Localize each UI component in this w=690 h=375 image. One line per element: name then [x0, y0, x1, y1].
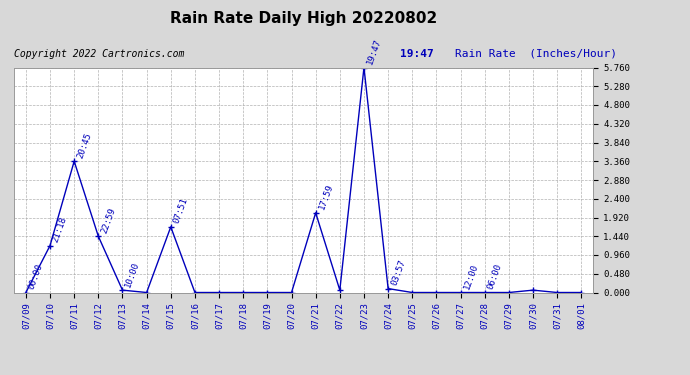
Text: Copyright 2022 Cartronics.com: Copyright 2022 Cartronics.com	[14, 49, 184, 59]
Text: 20:45: 20:45	[75, 131, 93, 159]
Text: 22:59: 22:59	[99, 206, 117, 234]
Text: 19:47: 19:47	[365, 37, 383, 66]
Text: 03:57: 03:57	[389, 258, 407, 286]
Text: Rain Rate  (Inches/Hour): Rain Rate (Inches/Hour)	[455, 49, 618, 59]
Text: 07:51: 07:51	[172, 196, 190, 225]
Text: 21:18: 21:18	[51, 215, 69, 244]
Text: 12:00: 12:00	[462, 262, 480, 291]
Text: 10:00: 10:00	[124, 260, 141, 288]
Text: 00:00: 00:00	[27, 262, 45, 291]
Text: 06:00: 06:00	[486, 262, 504, 291]
Text: 19:47: 19:47	[400, 49, 434, 59]
Text: 17:59: 17:59	[317, 183, 335, 211]
Text: Rain Rate Daily High 20220802: Rain Rate Daily High 20220802	[170, 11, 437, 26]
